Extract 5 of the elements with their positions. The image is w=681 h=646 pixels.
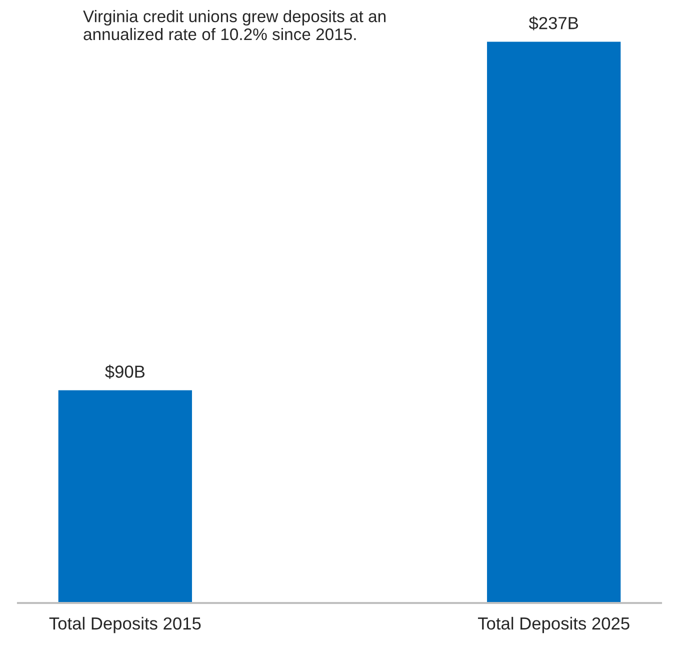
x-tick-label: Total Deposits 2015 [49,616,201,634]
x-tick-label: Total Deposits 2025 [478,616,630,634]
data-label: $90B [105,364,145,379]
text: Virginia credit unions grew deposits at an annualized rate of 10.2% since 2015. [83,10,386,40]
data-label: $237B [528,16,578,30]
